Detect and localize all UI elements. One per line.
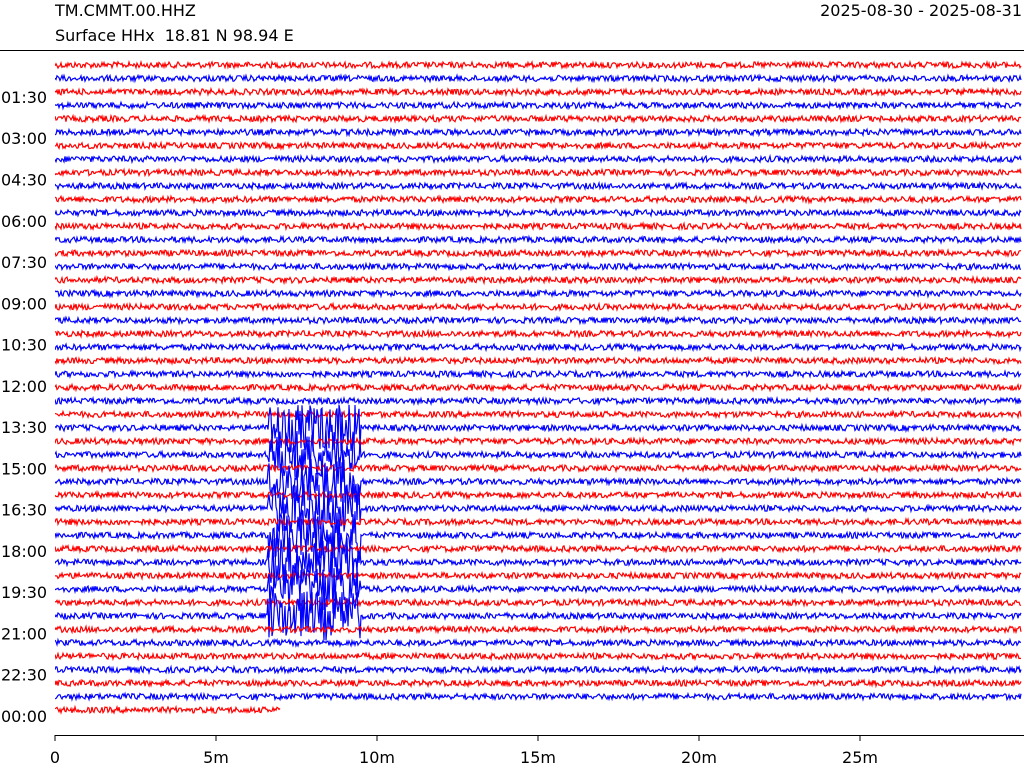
y-tick-label: 10:30: [1, 336, 47, 355]
y-tick-label: 06:00: [1, 212, 47, 231]
trace: [55, 564, 1022, 614]
x-tick-label: 25m: [842, 748, 878, 767]
trace: [55, 100, 1022, 111]
trace: [55, 691, 1022, 702]
y-tick-label: 12:00: [1, 377, 47, 396]
y-tick-label: 18:00: [1, 542, 47, 561]
trace: [55, 315, 1022, 326]
y-tick-label: 03:00: [1, 129, 47, 148]
trace: [55, 395, 1022, 407]
trace: [55, 637, 1022, 649]
trace: [55, 194, 1022, 205]
trace: [55, 482, 1022, 532]
y-tick-label: 00:00: [1, 707, 47, 726]
trace: [55, 404, 1022, 454]
y-tick-label: 19:30: [1, 583, 47, 602]
y-tick-label: 15:00: [1, 459, 47, 478]
trace: [55, 457, 1022, 506]
trace: [55, 113, 1022, 124]
trace: [55, 274, 1022, 286]
y-tick-label: 07:30: [1, 253, 47, 272]
chart-title: TM.CMMT.00.HHZ: [54, 1, 196, 20]
y-tick-label: 16:30: [1, 501, 47, 520]
trace: [55, 59, 1022, 71]
x-tick-label: 0: [50, 748, 60, 767]
chart-subtitle: Surface HHx 18.81 N 98.94 E: [55, 26, 294, 45]
trace: [55, 288, 1022, 299]
trace: [55, 328, 1022, 340]
trace: [55, 248, 1022, 259]
trace: [55, 489, 1022, 501]
trace: [55, 590, 1022, 641]
trace: [55, 368, 1022, 380]
trace: [55, 543, 1022, 555]
trace: [55, 677, 1022, 689]
trace: [55, 409, 1022, 420]
trace: [55, 234, 1022, 245]
y-tick-label: 04:30: [1, 171, 47, 190]
y-tick-label: 13:30: [1, 418, 47, 437]
x-tick-label: 20m: [681, 748, 717, 767]
x-tick-label: 15m: [520, 748, 556, 767]
trace: [55, 704, 281, 715]
trace: [55, 261, 1021, 272]
trace: [55, 73, 1022, 84]
trace: [55, 355, 1022, 366]
trace: [55, 570, 1022, 581]
trace: [55, 597, 1022, 608]
trace: [55, 167, 1022, 178]
trace: [55, 508, 1022, 560]
trace: [55, 207, 1022, 219]
trace: [55, 664, 1022, 675]
traces: [55, 59, 1022, 715]
x-tick-label: 5m: [203, 748, 229, 767]
trace: [55, 220, 1022, 232]
trace: [55, 624, 1022, 635]
trace: [55, 430, 1022, 478]
trace: [55, 651, 1022, 662]
y-tick-label: 09:00: [1, 294, 47, 313]
date-range: 2025-08-30 - 2025-08-31: [820, 1, 1022, 20]
y-tick-label: 21:00: [1, 624, 47, 643]
trace: [55, 382, 1022, 393]
trace: [55, 301, 1022, 313]
y-tick-label: 22:30: [1, 666, 47, 685]
x-tick-label: 10m: [359, 748, 395, 767]
trace: [55, 462, 1022, 474]
trace: [55, 435, 1022, 447]
trace: [55, 153, 1022, 165]
y-tick-label: 01:30: [1, 88, 47, 107]
trace: [55, 537, 1022, 587]
trace: [55, 516, 1022, 528]
trace: [55, 86, 1022, 98]
trace: [55, 127, 1022, 138]
trace: [55, 140, 1022, 151]
trace: [55, 180, 1022, 192]
trace: [55, 341, 1022, 353]
